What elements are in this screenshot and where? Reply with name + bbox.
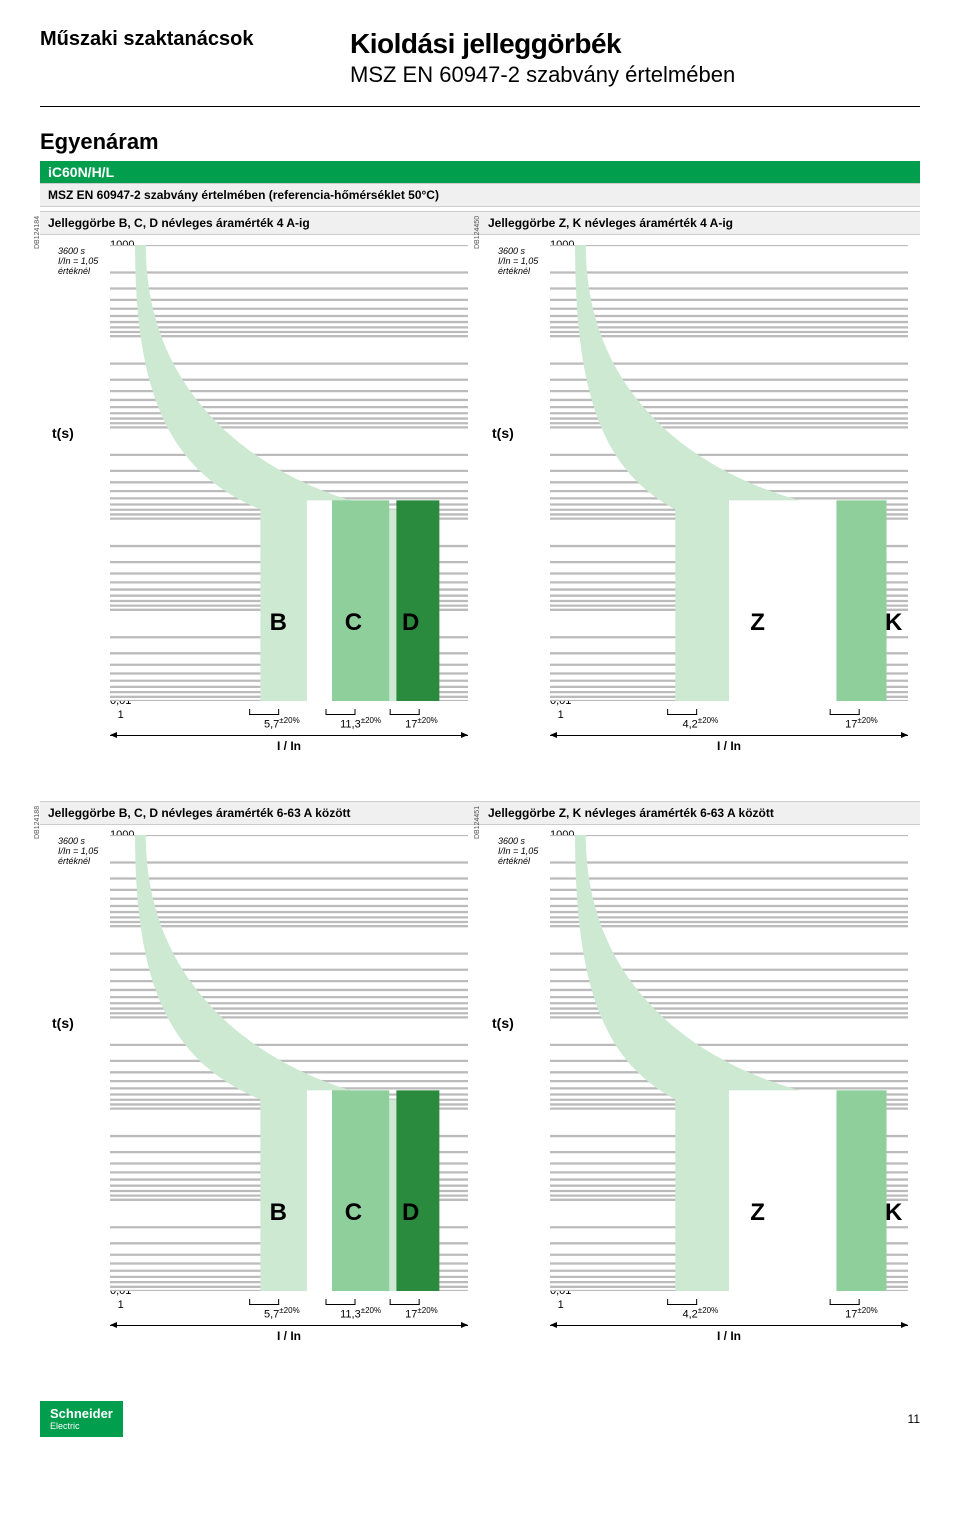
- x-axis-arrow: [110, 735, 468, 736]
- x-tick-label: 11,3±20%: [340, 709, 381, 731]
- doc-section-label: Műszaki szaktanácsok: [40, 28, 350, 51]
- curve-letter-D: D: [402, 609, 419, 637]
- product-family-bar: iC60N/H/L: [40, 161, 920, 183]
- tripping-curve-chart: DB12445010001001010,10,01t(s)3600 sI/In …: [480, 241, 920, 761]
- curve-letter-C: C: [345, 609, 362, 637]
- page-number: 11: [908, 1412, 920, 1426]
- figure-db-id: DB124184: [34, 216, 41, 249]
- x-axis-label: I / In: [711, 1329, 747, 1343]
- x-tick-label: 1: [118, 709, 124, 721]
- x-tick-label: 4,2±20%: [683, 709, 719, 731]
- figure-db-id: DB124450: [474, 216, 481, 249]
- x-tick-label: 1: [558, 1299, 564, 1311]
- x-axis-label: I / In: [711, 739, 747, 753]
- annotation-105: 3600 sI/In = 1,05értéknél: [498, 837, 538, 867]
- x-tick-label: 4,2±20%: [683, 1299, 719, 1321]
- curve-letter-D: D: [402, 1199, 419, 1227]
- x-axis-arrow: [550, 1325, 908, 1326]
- divider: [40, 106, 920, 107]
- x-axis-arrow: [550, 735, 908, 736]
- x-tick-label: 5,7±20%: [264, 1299, 300, 1321]
- chart-title: Jelleggörbe Z, K névleges áramérték 6-63…: [480, 801, 920, 825]
- x-axis-label: I / In: [271, 1329, 307, 1343]
- curve-letter-Z: Z: [750, 609, 765, 637]
- page-title: Kioldási jelleggörbék: [350, 28, 735, 60]
- standard-note-bar: MSZ EN 60947-2 szabvány értelmében (refe…: [40, 183, 920, 207]
- logo-line-1: Schneider: [50, 1407, 113, 1420]
- y-axis-label: t(s): [52, 1015, 74, 1031]
- y-axis-label: t(s): [52, 425, 74, 441]
- logo-line-2: Electric: [50, 1422, 80, 1431]
- curve-letter-Z: Z: [750, 1199, 765, 1227]
- x-tick-label: 17±20%: [405, 709, 438, 731]
- annotation-105: 3600 sI/In = 1,05értéknél: [58, 837, 98, 867]
- annotation-105: 3600 sI/In = 1,05értéknél: [58, 247, 98, 277]
- chart-title: Jelleggörbe B, C, D névleges áramérték 4…: [40, 211, 480, 235]
- tripping-curve-chart: DB12418410001001010,10,01t(s)3600 sI/In …: [40, 241, 480, 761]
- chart-title: Jelleggörbe Z, K névleges áramérték 4 A-…: [480, 211, 920, 235]
- x-tick-label: 17±20%: [845, 1299, 878, 1321]
- schneider-logo: Schneider Electric: [40, 1401, 123, 1437]
- figure-db-id: DB124188: [34, 806, 41, 839]
- curve-letter-K: K: [885, 609, 902, 637]
- curve-letter-B: B: [270, 609, 287, 637]
- figure-db-id: DB124451: [474, 806, 481, 839]
- chart-title: Jelleggörbe B, C, D névleges áramérték 6…: [40, 801, 480, 825]
- page-subtitle: MSZ EN 60947-2 szabvány értelmében: [350, 62, 735, 88]
- x-tick-label: 17±20%: [405, 1299, 438, 1321]
- x-tick-label: 1: [558, 709, 564, 721]
- y-axis-label: t(s): [492, 425, 514, 441]
- x-tick-label: 1: [118, 1299, 124, 1311]
- x-tick-label: 11,3±20%: [340, 1299, 381, 1321]
- x-tick-label: 5,7±20%: [264, 709, 300, 731]
- annotation-105: 3600 sI/In = 1,05értéknél: [498, 247, 538, 277]
- y-axis-label: t(s): [492, 1015, 514, 1031]
- tripping-curve-chart: DB12445110001001010,10,01t(s)3600 sI/In …: [480, 831, 920, 1351]
- tripping-curve-chart: DB12418810001001010,10,01t(s)3600 sI/In …: [40, 831, 480, 1351]
- section-title: Egyenáram: [40, 129, 920, 155]
- x-axis-label: I / In: [271, 739, 307, 753]
- x-tick-label: 17±20%: [845, 709, 878, 731]
- curve-letter-B: B: [270, 1199, 287, 1227]
- curve-letter-C: C: [345, 1199, 362, 1227]
- curve-letter-K: K: [885, 1199, 902, 1227]
- x-axis-arrow: [110, 1325, 468, 1326]
